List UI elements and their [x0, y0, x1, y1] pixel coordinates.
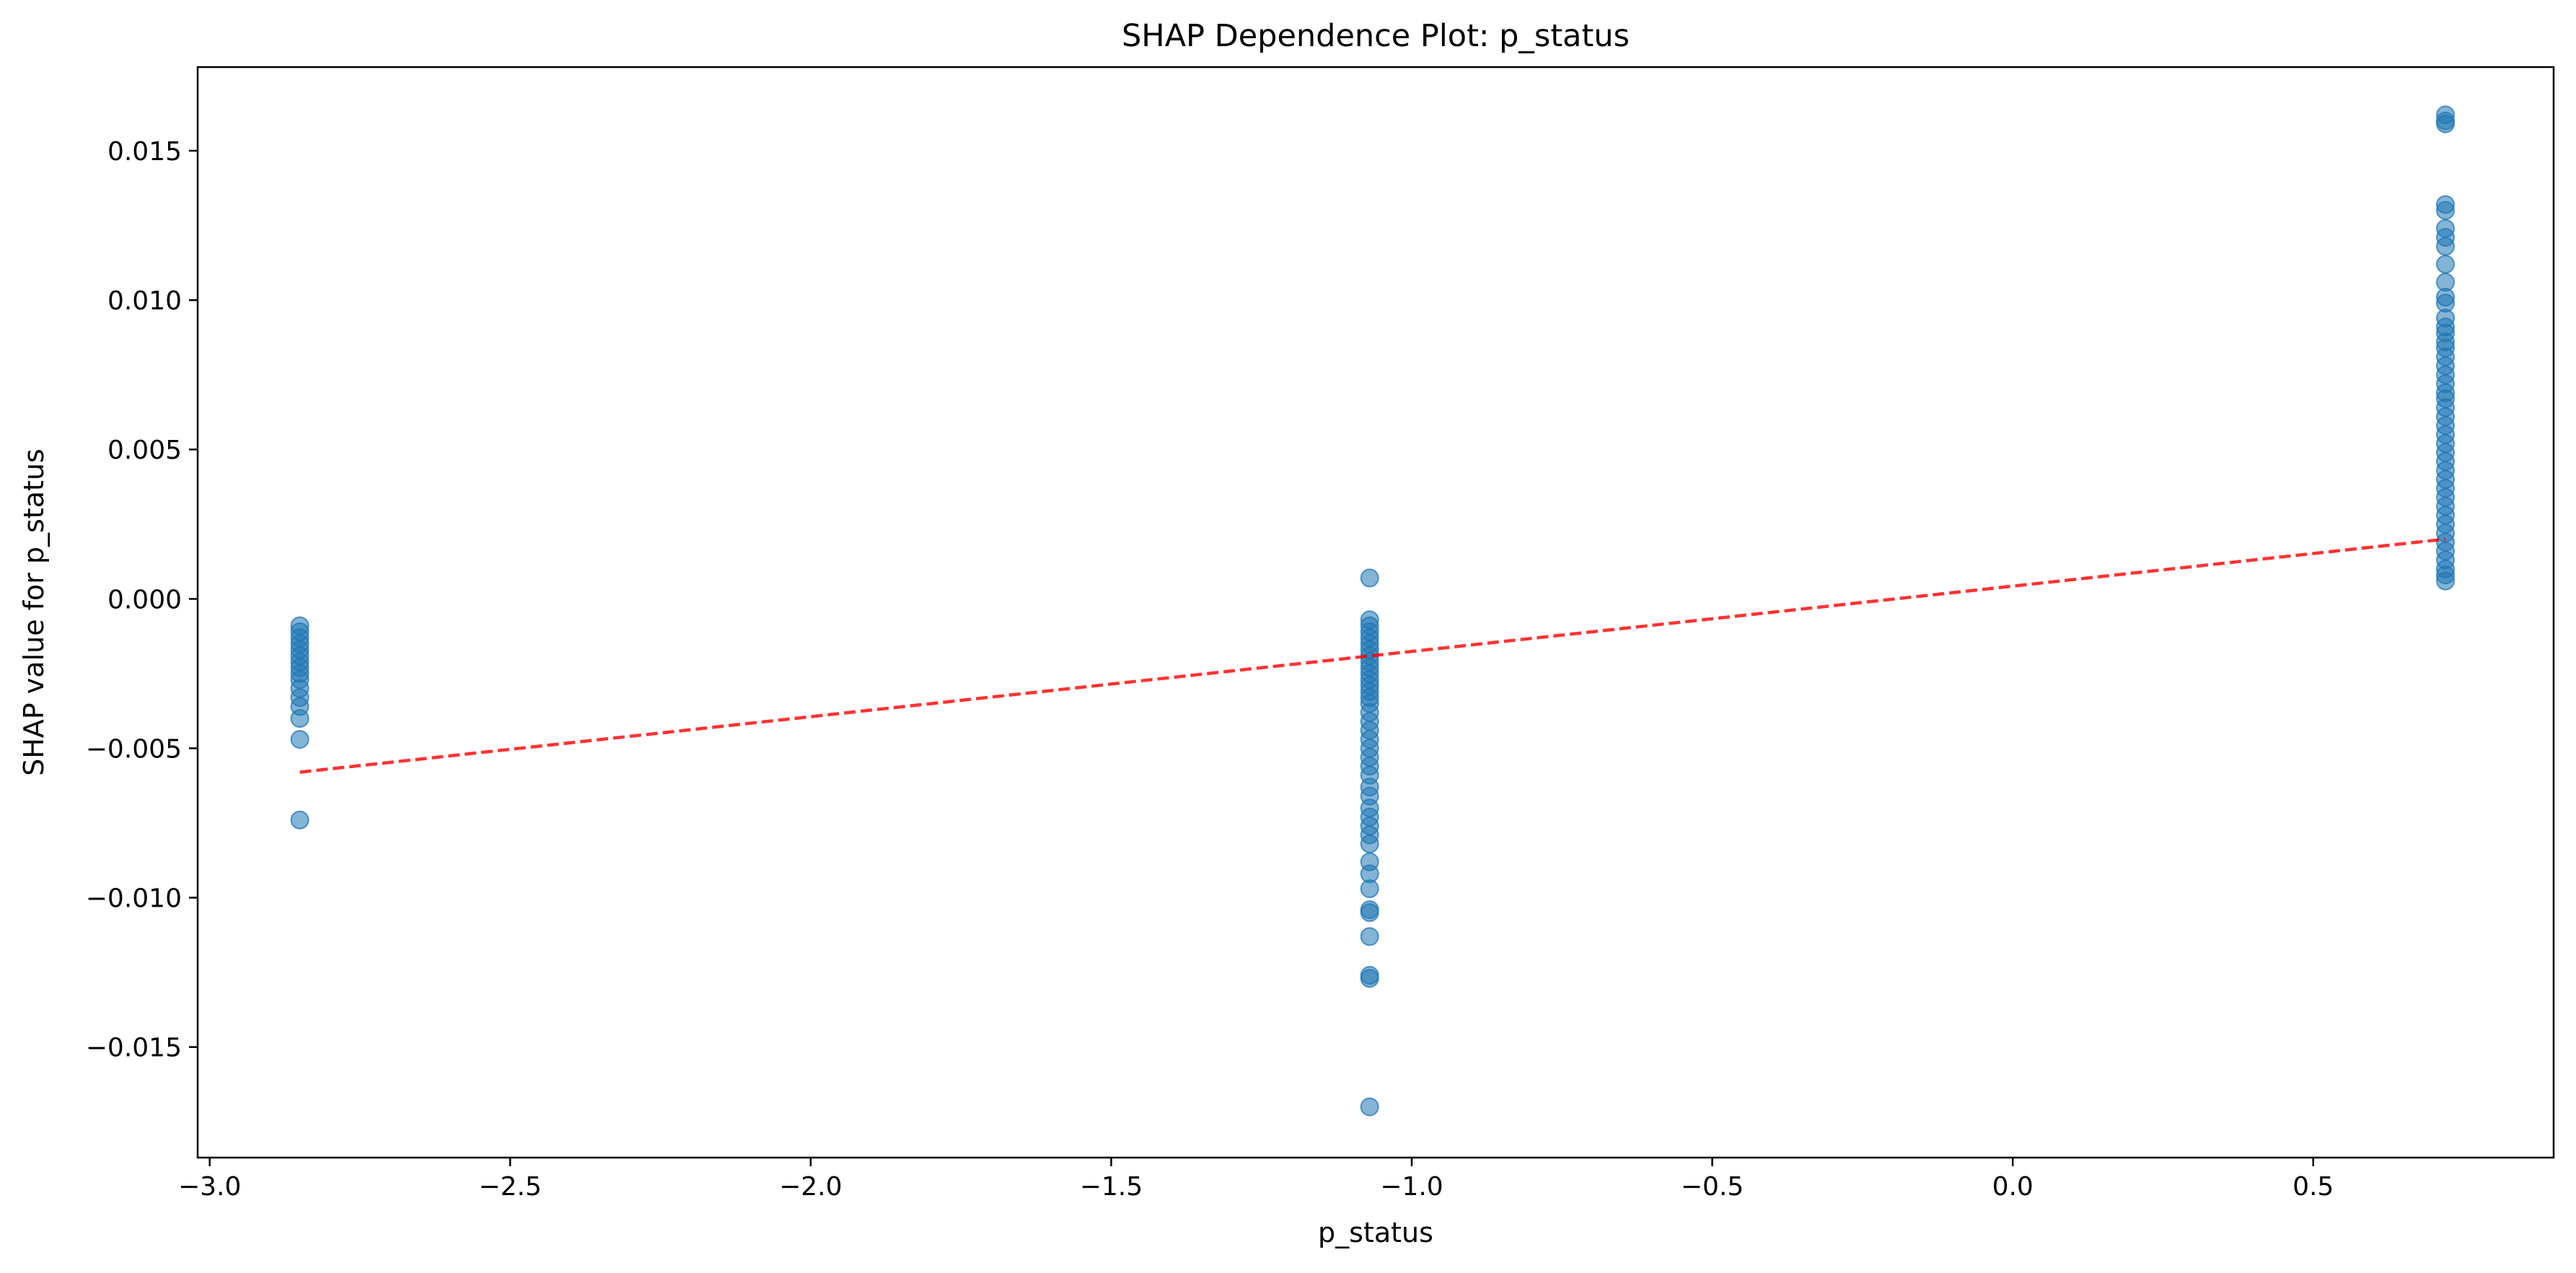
- x-tick-label: −2.0: [779, 1172, 842, 1202]
- x-axis: −3.0 −2.5 −2.0 −1.5 −1.0 −0.5 0.0 0.5: [178, 1158, 2334, 1202]
- scatter-point: [2436, 237, 2455, 256]
- scatter-point: [1360, 834, 1379, 853]
- scatter-point: [290, 810, 309, 829]
- y-tick-label: 0.005: [107, 436, 182, 465]
- y-axis-label: SHAP value for p_status: [18, 449, 50, 776]
- scatter-point: [2436, 114, 2455, 133]
- x-tick-label: −1.5: [1080, 1172, 1143, 1202]
- marks-layer: [290, 105, 2455, 1116]
- x-axis-label: p_status: [1318, 1217, 1433, 1248]
- y-tick-label: 0.000: [107, 585, 182, 615]
- x-tick-label: −0.5: [1681, 1172, 1744, 1202]
- chart-title: SHAP Dependence Plot: p_status: [1122, 18, 1630, 54]
- y-tick-label: −0.010: [86, 884, 182, 914]
- x-tick-label: 0.0: [1992, 1172, 2034, 1202]
- y-tick-label: −0.015: [86, 1034, 182, 1063]
- scatter-point: [1360, 903, 1379, 922]
- y-tick-label: 0.015: [107, 137, 182, 167]
- scatter-point: [1360, 879, 1379, 899]
- scatter-point: [2436, 571, 2455, 591]
- y-tick-label: 0.010: [107, 286, 182, 316]
- x-tick-label: −3.0: [178, 1172, 241, 1202]
- scatter-point: [1360, 969, 1379, 988]
- plot-area-frame: [196, 66, 2555, 1159]
- scatter-point: [1360, 568, 1379, 588]
- scatter-point: [290, 730, 309, 749]
- scatter-point: [1360, 1097, 1379, 1116]
- trend-line: [299, 537, 2446, 774]
- scatter-point: [2436, 255, 2455, 274]
- scatter-point: [290, 709, 309, 728]
- x-tick-label: −2.5: [478, 1172, 541, 1202]
- scatter-point: [1360, 927, 1379, 946]
- y-tick-label: −0.005: [86, 735, 182, 765]
- y-axis: 0.015 0.010 0.005 0.000 −0.005 −0.010 −0.015: [86, 137, 198, 1063]
- scatter-point: [2436, 201, 2455, 220]
- x-tick-label: −1.0: [1380, 1172, 1443, 1202]
- x-tick-label: 0.5: [2293, 1172, 2334, 1202]
